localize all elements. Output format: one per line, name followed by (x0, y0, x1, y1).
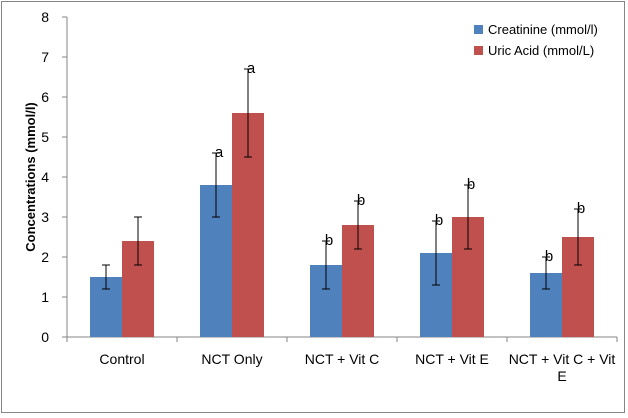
significance-annotation: b (545, 248, 553, 265)
legend-label-creatinine: Creatinine (mmol/l) (488, 22, 598, 37)
y-tick-label: 5 (41, 129, 49, 145)
legend-swatch-uric-acid (474, 46, 483, 55)
y-tick-label: 4 (41, 169, 49, 185)
y-tick-label: 8 (41, 9, 49, 25)
category-label: NCT Only (201, 351, 262, 367)
chart-frame: 0 1 2 3 4 5 6 7 8 Control NCT Only a a NCT + Vit C b b N… (1, 1, 625, 413)
category-label: Control (99, 351, 144, 367)
category-label-line: NCT Only (201, 351, 262, 367)
significance-annotation: b (435, 212, 443, 229)
y-axis-label: Concentrations (mmol/l) (23, 102, 38, 252)
significance-annotation: b (577, 200, 585, 217)
significance-annotation: b (467, 176, 475, 193)
labels: 0 1 2 3 4 5 6 7 8 Control NCT Only a a NCT + Vit C b b N… (41, 9, 615, 384)
legend-label-uric-acid: Uric Acid (mmol/L) (488, 43, 594, 58)
category-label-line: NCT + Vit E (415, 351, 489, 367)
category-label-line: Control (99, 351, 144, 367)
category-label-line: E (557, 368, 566, 384)
significance-annotation: a (247, 60, 256, 77)
significance-annotation: b (325, 232, 333, 249)
bars (90, 68, 594, 337)
axes (62, 16, 618, 342)
y-tick-label: 3 (41, 209, 49, 225)
significance-annotation: b (357, 192, 365, 209)
y-tick-label: 1 (41, 289, 49, 305)
category-label: NCT + Vit C + Vit E (509, 351, 616, 384)
category-label: NCT + Vit C (305, 351, 380, 367)
y-tick-label: 7 (41, 49, 49, 65)
category-label: NCT + Vit E (415, 351, 489, 367)
legend-swatch-creatinine (474, 25, 483, 34)
y-tick-label: 2 (41, 249, 49, 265)
significance-annotation: a (215, 144, 224, 161)
legend: Creatinine (mmol/l) Uric Acid (mmol/L) (474, 22, 598, 58)
category-label-line: NCT + Vit C (305, 351, 380, 367)
y-tick-label: 6 (41, 89, 49, 105)
y-tick-label: 0 (41, 329, 49, 345)
category-label-line: NCT + Vit C + Vit (509, 351, 616, 367)
